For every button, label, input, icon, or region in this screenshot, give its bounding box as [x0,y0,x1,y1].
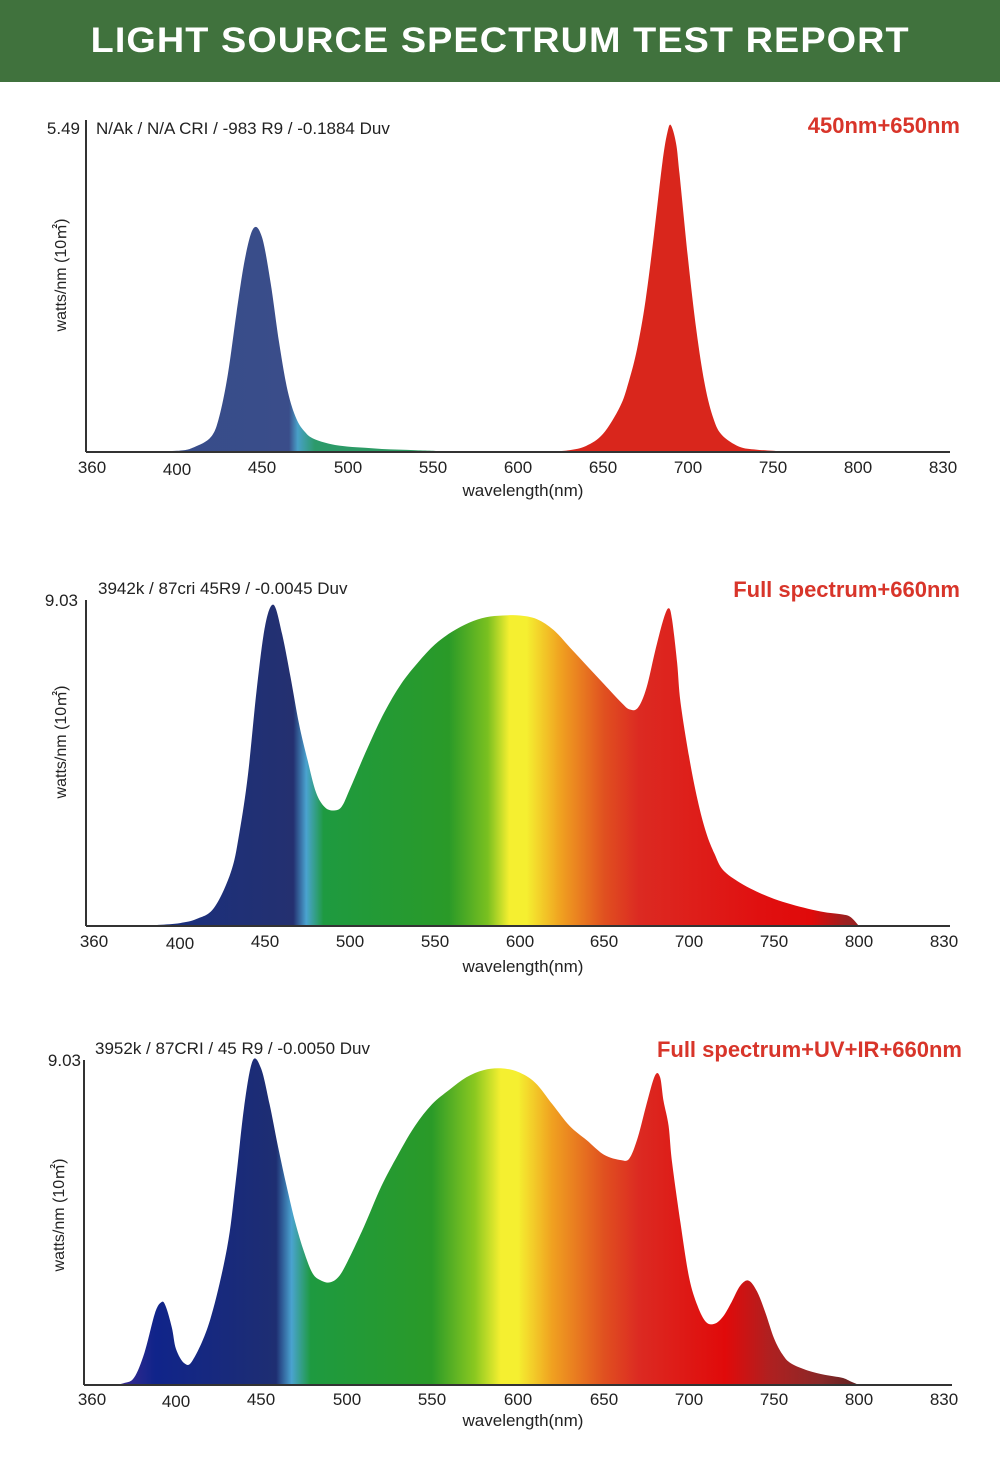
x-tick-label: 360 [78,1390,106,1409]
x-tick-label: 500 [336,932,364,951]
x-tick-label: 800 [845,1390,873,1409]
spectrum-chart-full-660: 9.03 3942k / 87cri 45R9 / -0.0045 Duv Fu… [45,577,960,976]
y-axis-label: watts/nm (10㎡) [52,686,70,800]
y-max-label: 9.03 [45,591,78,610]
x-tick-label: 450 [248,458,276,477]
x-tick-label: 830 [929,458,957,477]
x-tick-labels: 360 400 450 500 550 600 650 700 750 800 830 [80,932,958,953]
x-tick-labels: 360 400 450 500 550 600 650 700 750 800 830 [78,1390,958,1411]
x-tick-label: 500 [333,1390,361,1409]
series-layer [128,124,785,452]
x-tick-label: 650 [590,1390,618,1409]
spectrum-area-blue [128,226,442,452]
report-header-banner: LIGHT SOURCE SPECTRUM TEST REPORT [0,0,1000,82]
x-tick-label: 750 [760,932,788,951]
x-tick-label: 650 [589,458,617,477]
x-axis-label: wavelength(nm) [462,1411,584,1430]
chart-title: 450nm+650nm [808,113,960,138]
x-tick-labels: 360 400 450 500 550 600 650 700 750 800 830 [78,458,957,479]
x-tick-label: 600 [504,458,532,477]
x-tick-label: 700 [674,458,702,477]
y-max-label: 9.03 [48,1051,81,1070]
x-tick-label: 450 [247,1390,275,1409]
x-tick-label: 830 [930,1390,958,1409]
chart-info: N/Ak / N/A CRI / -983 R9 / -0.1884 Duv [96,119,390,138]
report-title: LIGHT SOURCE SPECTRUM TEST REPORT [90,21,910,60]
x-tick-label: 360 [78,458,106,477]
chart-info: 3952k / 87CRI / 45 R9 / -0.0050 Duv [95,1039,370,1058]
spectrum-area-full [137,604,859,926]
x-tick-label: 830 [930,932,958,951]
y-axis-label: watts/nm (10㎡) [52,219,70,333]
x-tick-label: 550 [419,458,447,477]
x-tick-label: 550 [418,1390,446,1409]
x-tick-label: 700 [675,932,703,951]
x-tick-label: 550 [421,932,449,951]
x-tick-label: 800 [845,932,873,951]
chart-info: 3942k / 87cri 45R9 / -0.0045 Duv [98,579,348,598]
spectrum-chart-450-650: 5.49 N/Ak / N/A CRI / -983 R9 / -0.1884 … [47,113,960,500]
x-tick-label: 700 [675,1390,703,1409]
x-axis-label: wavelength(nm) [462,481,584,500]
spectrum-area-red [546,124,785,452]
x-tick-label: 600 [504,1390,532,1409]
series-layer [113,1058,859,1385]
x-tick-label: 500 [334,458,362,477]
x-tick-label: 750 [760,1390,788,1409]
y-max-label: 5.49 [47,119,80,138]
x-tick-label: 650 [590,932,618,951]
x-tick-label: 400 [162,1392,190,1411]
x-tick-label: 450 [251,932,279,951]
chart-title: Full spectrum+UV+IR+660nm [657,1037,962,1062]
spectrum-area-full-uv-ir [113,1058,859,1385]
x-tick-label: 800 [844,458,872,477]
series-layer [137,604,859,926]
x-tick-label: 600 [506,932,534,951]
y-axis-label: watts/nm (10㎡) [50,1159,68,1273]
x-tick-label: 360 [80,932,108,951]
spectrum-chart-full-uv-ir-660: 9.03 3952k / 87CRI / 45 R9 / -0.0050 Duv… [48,1037,962,1430]
x-tick-label: 400 [166,934,194,953]
x-axis-label: wavelength(nm) [462,957,584,976]
x-tick-label: 750 [759,458,787,477]
chart-title: Full spectrum+660nm [733,577,960,602]
x-tick-label: 400 [163,460,191,479]
